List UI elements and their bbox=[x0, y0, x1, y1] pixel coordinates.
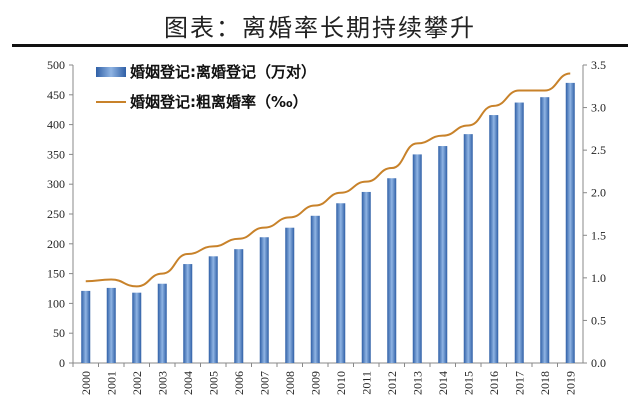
left-tick-label: 300 bbox=[47, 177, 65, 191]
x-tick-label: 2003 bbox=[155, 371, 169, 395]
x-tick-label: 2000 bbox=[79, 371, 93, 395]
bar bbox=[285, 227, 295, 363]
bar bbox=[361, 191, 371, 363]
right-tick-label: 1.5 bbox=[591, 228, 606, 242]
bar bbox=[310, 215, 320, 363]
bar bbox=[463, 134, 473, 363]
left-tick-label: 200 bbox=[47, 237, 65, 251]
x-tick-label: 2010 bbox=[334, 371, 348, 395]
title-divider bbox=[12, 44, 628, 47]
x-tick-label: 2006 bbox=[232, 371, 246, 395]
x-tick-label: 2009 bbox=[308, 371, 322, 395]
bar bbox=[387, 178, 397, 363]
bar bbox=[489, 115, 499, 364]
x-tick-label: 2004 bbox=[181, 371, 195, 395]
bar bbox=[234, 249, 244, 363]
legend-line-label: 婚姻登记:粗离婚率（‰） bbox=[130, 93, 308, 111]
left-tick-label: 400 bbox=[47, 118, 65, 132]
bar bbox=[336, 203, 346, 363]
bar bbox=[208, 256, 218, 363]
x-tick-label: 2002 bbox=[130, 371, 144, 395]
x-tick-label: 2012 bbox=[385, 371, 399, 395]
left-tick-label: 50 bbox=[53, 326, 65, 340]
bar bbox=[183, 264, 193, 363]
right-tick-label: 0.0 bbox=[591, 356, 606, 370]
x-tick-label: 2011 bbox=[359, 371, 373, 395]
x-tick-label: 2007 bbox=[257, 371, 271, 395]
x-tick-label: 2018 bbox=[538, 371, 552, 395]
left-tick-label: 350 bbox=[47, 147, 65, 161]
right-tick-label: 3.5 bbox=[591, 58, 606, 72]
bar bbox=[438, 146, 448, 363]
legend-bar-swatch bbox=[96, 67, 126, 77]
x-tick-label: 2015 bbox=[461, 371, 475, 395]
left-tick-label: 100 bbox=[47, 296, 65, 310]
x-tick-label: 2017 bbox=[512, 371, 526, 395]
x-tick-label: 2019 bbox=[563, 371, 577, 395]
left-tick-label: 250 bbox=[47, 207, 65, 221]
bar bbox=[565, 82, 575, 363]
right-tick-label: 1.0 bbox=[591, 271, 606, 285]
bar bbox=[132, 292, 142, 363]
right-tick-label: 2.5 bbox=[591, 143, 606, 157]
left-tick-label: 450 bbox=[47, 88, 65, 102]
x-tick-label: 2016 bbox=[487, 371, 501, 395]
left-tick-label: 500 bbox=[47, 58, 65, 72]
right-tick-label: 3.0 bbox=[591, 101, 606, 115]
bar bbox=[157, 283, 167, 363]
x-tick-label: 2005 bbox=[206, 371, 220, 395]
x-tick-label: 2001 bbox=[104, 371, 118, 395]
left-tick-label: 150 bbox=[47, 267, 65, 281]
bar bbox=[514, 102, 524, 363]
left-tick-label: 0 bbox=[59, 356, 65, 370]
bar bbox=[540, 97, 550, 364]
bar bbox=[412, 154, 422, 363]
right-tick-label: 2.0 bbox=[591, 186, 606, 200]
legend-bar-label: 婚姻登记:离婚登记（万对） bbox=[130, 63, 316, 81]
x-tick-label: 2013 bbox=[410, 371, 424, 395]
right-tick-label: 0.5 bbox=[591, 313, 606, 327]
bar bbox=[106, 287, 116, 363]
chart-title: 图表：离婚率长期持续攀升 bbox=[164, 14, 476, 42]
bar bbox=[81, 290, 91, 363]
x-tick-label: 2014 bbox=[436, 371, 450, 395]
x-tick-label: 2008 bbox=[283, 371, 297, 395]
bar bbox=[259, 237, 269, 363]
rate-line bbox=[85, 72, 571, 288]
